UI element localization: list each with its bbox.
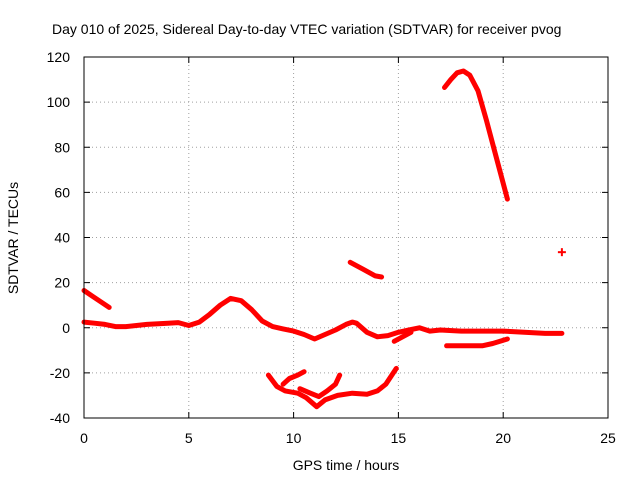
track-small-step [391,329,414,344]
y-tick-label: 60 [54,184,70,200]
x-tick-label: 15 [391,430,407,446]
x-tick-label: 5 [185,430,193,446]
data-series [81,68,566,410]
chart-title: Day 010 of 2025, Sidereal Day-to-day VTE… [52,21,561,37]
axis-ticks: 0 5 10 15 20 25 -40 -20 0 20 40 60 80 100 120 [47,49,616,446]
y-tick-label: -20 [50,365,70,381]
track-big-arc [442,68,510,202]
isolated-point [557,248,566,257]
track-neg-a [265,365,399,410]
y-tick-label: 100 [47,94,71,110]
y-tick-label: 80 [54,139,70,155]
plot-frame [83,56,609,419]
y-tick-label: 40 [54,230,70,246]
y-tick-label: 120 [47,49,71,65]
y-tick-label: -40 [50,410,70,426]
track-mid-high [347,259,385,280]
x-tick-label: 20 [495,430,511,446]
grid-lines [84,57,608,418]
track-low-right [444,336,510,349]
track-start-high [81,288,112,310]
x-axis-label: GPS time / hours [293,457,400,473]
x-tick-label: 10 [286,430,302,446]
y-axis-label: SDTVAR / TECUs [5,182,21,294]
y-tick-label: 0 [62,320,70,336]
y-tick-label: 20 [54,275,70,291]
track-main [81,295,565,342]
track-neg-b [280,369,307,387]
x-tick-label: 25 [600,430,616,446]
x-tick-label: 0 [80,430,88,446]
track-neg-c [297,372,343,400]
